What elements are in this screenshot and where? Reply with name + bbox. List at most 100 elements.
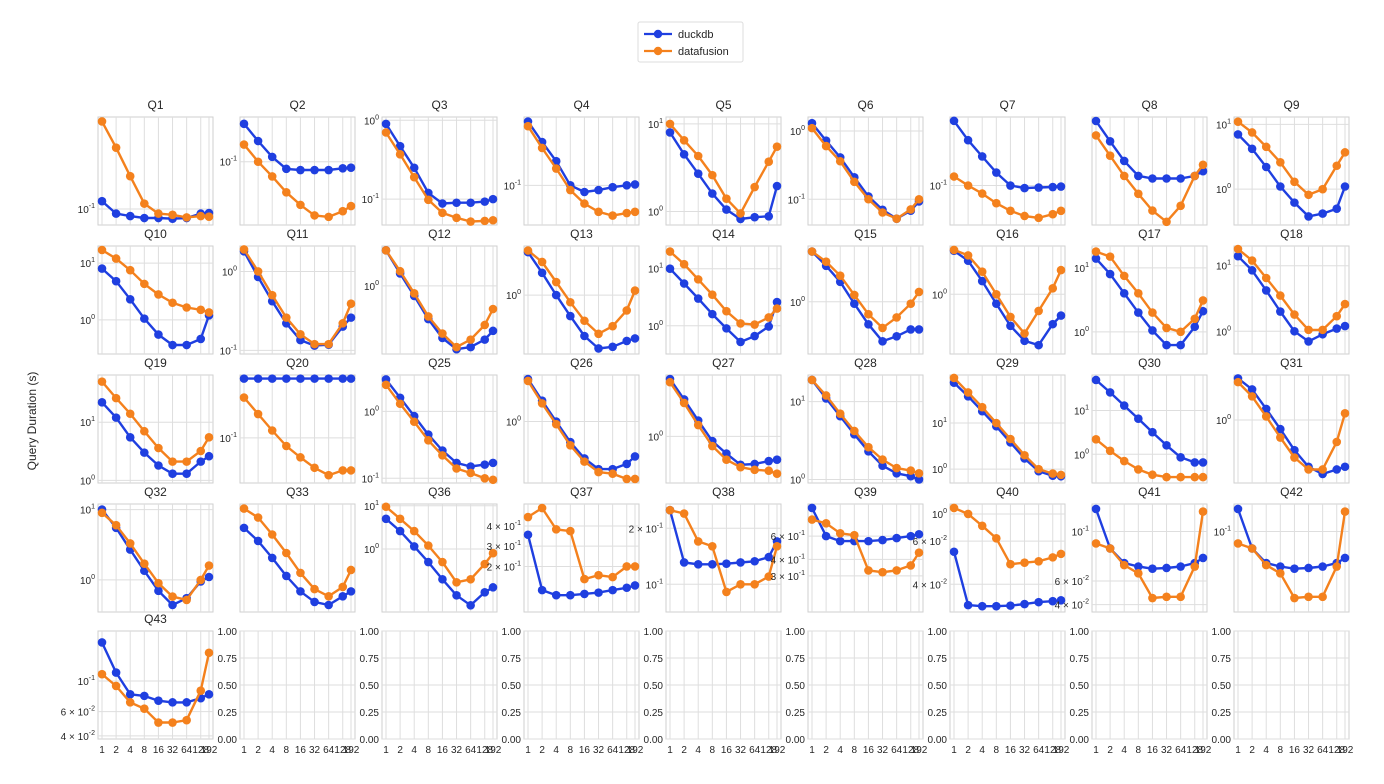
panel: Q3 100 10-1 bbox=[362, 98, 498, 226]
data-point-duckdb bbox=[594, 344, 603, 353]
data-point-datafusion bbox=[1091, 247, 1101, 256]
data-point-duckdb bbox=[111, 668, 121, 677]
panel-title: Q2 bbox=[289, 98, 305, 112]
data-point-duckdb bbox=[1233, 130, 1243, 139]
y-tick-label: 0.50 bbox=[1070, 681, 1090, 692]
data-point-duckdb bbox=[1091, 504, 1101, 514]
data-point-datafusion bbox=[949, 373, 959, 383]
data-point-duckdb bbox=[537, 585, 547, 595]
data-point-datafusion bbox=[1290, 177, 1299, 187]
data-point-duckdb bbox=[196, 457, 206, 466]
y-tick-label: 0.00 bbox=[786, 735, 806, 746]
data-point-datafusion bbox=[409, 526, 419, 536]
y-tick-label: 6 × 10-2 bbox=[913, 535, 947, 548]
data-point-datafusion bbox=[267, 426, 277, 435]
data-point-datafusion bbox=[1119, 271, 1129, 281]
data-point-duckdb bbox=[594, 185, 603, 195]
y-tick-label: 0.50 bbox=[928, 681, 948, 692]
data-point-datafusion bbox=[267, 290, 277, 300]
x-tick-label: 192 bbox=[1195, 745, 1212, 756]
data-point-duckdb bbox=[750, 212, 759, 222]
panel: Q39 6 × 10-1 4 × 10-1 3 × 10-1 bbox=[771, 485, 924, 613]
data-point-datafusion bbox=[693, 275, 703, 284]
data-point-datafusion bbox=[154, 718, 163, 727]
data-point-datafusion bbox=[1198, 507, 1208, 516]
data-point-datafusion bbox=[977, 521, 987, 531]
y-tick-label: 0.00 bbox=[1212, 735, 1232, 746]
data-point-duckdb bbox=[608, 342, 617, 352]
panel-title: Q13 bbox=[570, 227, 593, 241]
data-point-datafusion bbox=[772, 304, 782, 313]
y-tick-label: 0.75 bbox=[1070, 654, 1090, 665]
data-point-duckdb bbox=[1176, 174, 1185, 183]
y-tick-label: 100 bbox=[1216, 414, 1231, 427]
x-tick-label: 2 bbox=[113, 745, 119, 756]
data-point-datafusion bbox=[892, 566, 901, 575]
panel: Q5 101 100 bbox=[648, 98, 782, 226]
y-tick-label: 1.00 bbox=[218, 627, 238, 638]
data-point-datafusion bbox=[140, 559, 149, 569]
data-point-duckdb bbox=[97, 196, 107, 206]
data-point-duckdb bbox=[608, 182, 617, 192]
data-point-datafusion bbox=[906, 561, 916, 570]
data-point-duckdb bbox=[608, 585, 617, 595]
data-point-datafusion bbox=[807, 515, 817, 524]
panel-frame bbox=[97, 116, 214, 226]
data-point-duckdb bbox=[764, 456, 774, 466]
data-point-duckdb bbox=[722, 449, 731, 458]
y-tick-label: 2 × 10-1 bbox=[487, 560, 521, 573]
x-tick-label: 64 bbox=[181, 745, 193, 756]
panel-title: Q7 bbox=[999, 98, 1015, 112]
data-point-datafusion bbox=[580, 457, 589, 466]
data-point-duckdb bbox=[296, 374, 305, 383]
data-point-datafusion bbox=[381, 502, 391, 512]
y-tick-label: 101 bbox=[932, 417, 947, 430]
x-tick-label: 1 bbox=[525, 745, 531, 756]
data-point-datafusion bbox=[878, 208, 887, 217]
data-point-datafusion bbox=[154, 443, 163, 453]
data-point-datafusion bbox=[282, 548, 291, 558]
data-point-duckdb bbox=[239, 374, 249, 383]
data-point-duckdb bbox=[125, 295, 135, 304]
data-point-datafusion bbox=[551, 525, 561, 534]
x-tick-label: 1 bbox=[809, 745, 815, 756]
panel: Q7 10-1 bbox=[930, 98, 1066, 226]
data-point-datafusion bbox=[630, 207, 640, 217]
data-point-datafusion bbox=[125, 409, 135, 419]
data-point-datafusion bbox=[764, 313, 774, 322]
data-point-datafusion bbox=[878, 567, 887, 577]
data-point-datafusion bbox=[679, 259, 689, 269]
data-point-datafusion bbox=[736, 580, 745, 589]
data-point-datafusion bbox=[97, 245, 107, 255]
data-point-duckdb bbox=[736, 558, 745, 567]
data-point-datafusion bbox=[977, 402, 987, 412]
data-point-datafusion bbox=[488, 304, 498, 314]
y-tick-label: 0.25 bbox=[1212, 708, 1232, 719]
x-tick-label: 8 bbox=[994, 745, 1000, 756]
data-point-datafusion bbox=[630, 562, 640, 571]
data-point-duckdb bbox=[1247, 144, 1257, 154]
data-point-datafusion bbox=[878, 455, 887, 464]
data-point-duckdb bbox=[1148, 174, 1157, 183]
panel: Q27 100 bbox=[648, 356, 782, 484]
data-point-datafusion bbox=[1134, 465, 1143, 474]
x-tick-label: 128 bbox=[192, 745, 209, 756]
data-point-duckdb bbox=[1290, 198, 1299, 207]
data-point-duckdb bbox=[679, 149, 689, 159]
data-point-datafusion bbox=[764, 157, 774, 167]
panel: Q41 10-1 6 × 10-2 4 × 10-2 bbox=[1055, 485, 1208, 613]
data-point-duckdb bbox=[424, 557, 433, 567]
panel: Q26 100 bbox=[506, 356, 640, 484]
data-point-datafusion bbox=[807, 123, 817, 133]
data-point-datafusion bbox=[168, 718, 177, 727]
y-tick-label: 0.50 bbox=[218, 681, 238, 692]
data-point-datafusion bbox=[338, 206, 348, 216]
y-tick-label: 0.50 bbox=[786, 681, 806, 692]
panel-title: Q4 bbox=[573, 98, 589, 112]
data-point-datafusion bbox=[1020, 329, 1029, 338]
data-point-datafusion bbox=[750, 320, 759, 329]
panel-title: Q29 bbox=[996, 356, 1019, 370]
data-point-duckdb bbox=[1148, 427, 1157, 437]
data-point-datafusion bbox=[750, 182, 759, 192]
data-point-datafusion bbox=[111, 393, 121, 403]
